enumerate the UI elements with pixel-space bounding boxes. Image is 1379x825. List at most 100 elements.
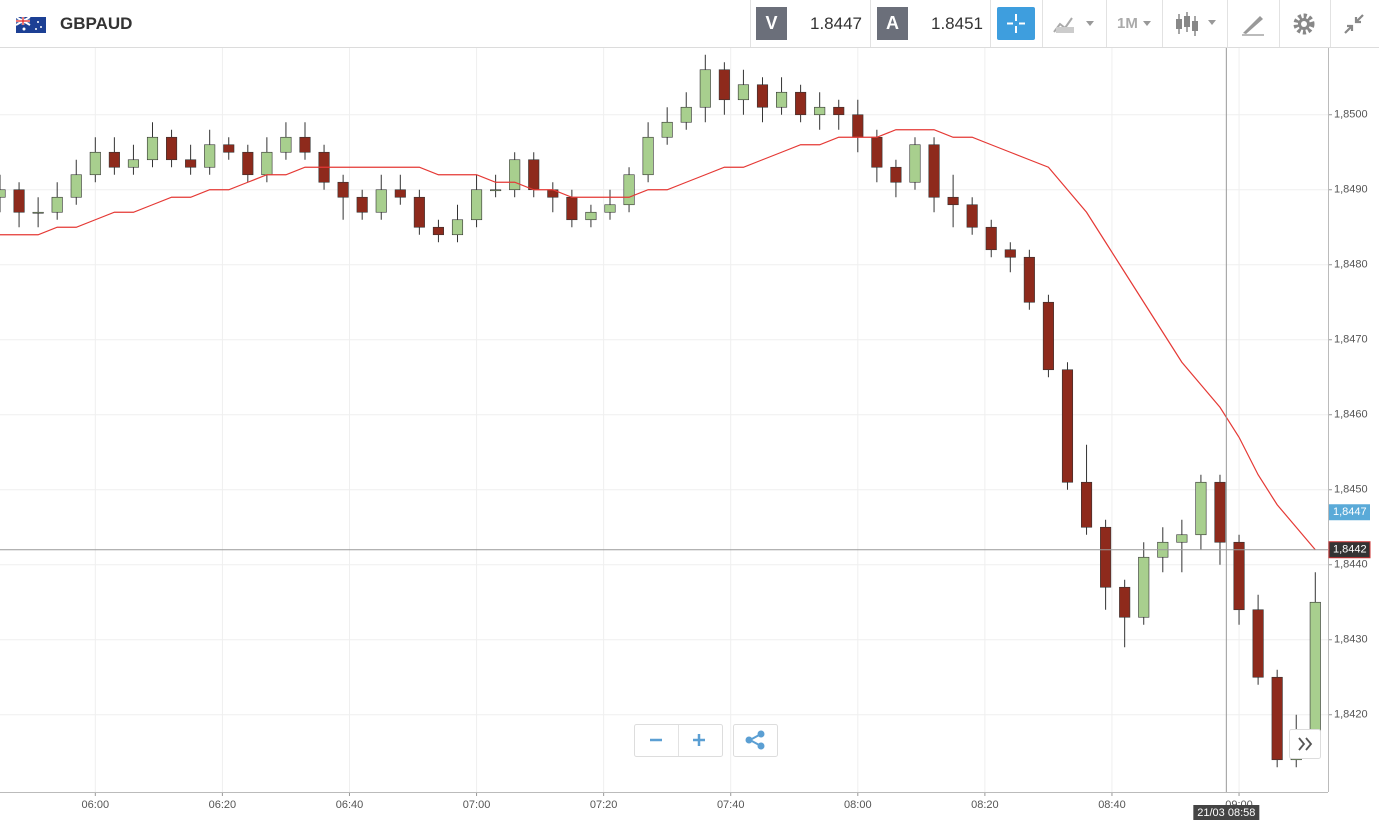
- candle-body: [32, 211, 44, 214]
- crosshair-price-label: 1,8442: [1333, 544, 1367, 556]
- drawing-button[interactable]: [1240, 12, 1266, 36]
- candle-body: [890, 166, 902, 183]
- ask-price[interactable]: 1.8451: [931, 14, 983, 33]
- candle-body: [661, 121, 673, 138]
- candle-body: [89, 151, 101, 176]
- candle-body: [490, 189, 502, 192]
- candle-body: [261, 151, 273, 176]
- timeframe-arrow[interactable]: [1142, 12, 1154, 36]
- candle-body: [1042, 301, 1054, 371]
- scroll-right-button[interactable]: [1289, 729, 1321, 759]
- candle-body: [623, 174, 635, 206]
- zoom-in-button[interactable]: [679, 725, 722, 756]
- x-tick-label: 06:40: [336, 799, 364, 811]
- x-tick-label: 06:20: [209, 799, 237, 811]
- y-tick-label: 1,8500: [1334, 109, 1368, 121]
- candle-body: [146, 136, 159, 161]
- candle-body: [471, 189, 483, 221]
- candle-body: [1061, 369, 1074, 483]
- candle-body: [394, 189, 406, 198]
- candle-body: [985, 226, 997, 251]
- y-tick-label: 1,8480: [1334, 259, 1368, 271]
- candle-body: [680, 106, 692, 123]
- symbol[interactable]: GBPAUD: [60, 14, 133, 33]
- candle-body: [108, 151, 120, 168]
- candle-body: [185, 159, 197, 168]
- candle-body: [737, 84, 749, 101]
- candle-body: [1214, 481, 1226, 543]
- candle-body: [127, 159, 139, 168]
- x-tick-label: 08:20: [971, 799, 999, 811]
- candle-body: [70, 174, 82, 198]
- candle-body: [299, 136, 311, 153]
- candle-body: [1138, 556, 1150, 618]
- share-button[interactable]: [733, 724, 778, 757]
- candle-body: [1100, 526, 1112, 588]
- candle-body: [947, 196, 959, 206]
- candle-body: [375, 189, 387, 213]
- candle-body: [451, 219, 464, 236]
- crosshair-time-label: 21/03 08:58: [1197, 807, 1255, 819]
- indicators-button[interactable]: [1052, 12, 1098, 36]
- bid-marker-label: 1,8447: [1333, 506, 1367, 518]
- bid-marker: [1329, 504, 1370, 521]
- candle-body: [585, 211, 597, 221]
- x-tick-label: 07:00: [463, 799, 491, 811]
- candle-body: [833, 106, 845, 116]
- candle-body: [1195, 481, 1207, 536]
- candle-body: [871, 136, 883, 168]
- y-tick-label: 1,8490: [1334, 184, 1368, 196]
- toolbar: GBPAUD V 1.8447 A 1.8451 1M: [0, 0, 1379, 48]
- y-tick-label: 1,8460: [1334, 409, 1368, 421]
- x-tick-label: 08:00: [844, 799, 872, 811]
- candle-body: [966, 204, 978, 228]
- candle-body: [0, 189, 6, 198]
- y-tick-label: 1,8440: [1334, 559, 1368, 571]
- candle-body: [604, 204, 616, 213]
- candle-body: [204, 144, 216, 168]
- settings-button[interactable]: [1292, 12, 1316, 36]
- chart-type-button[interactable]: [1174, 10, 1220, 38]
- candle-body: [51, 196, 63, 213]
- candle-body: [909, 144, 921, 183]
- candle-body: [242, 151, 254, 176]
- candle-body: [509, 159, 521, 191]
- x-tick-label: 06:00: [82, 799, 110, 811]
- candle-body: [852, 114, 864, 138]
- candle-body: [1271, 676, 1283, 761]
- flag-icon: [16, 17, 46, 33]
- candle-body: [1309, 601, 1321, 746]
- y-tick-label: 1,8430: [1334, 634, 1368, 646]
- candle-body: [776, 91, 788, 108]
- candle-body: [1081, 481, 1093, 528]
- candle-body: [13, 189, 25, 213]
- bid-price[interactable]: 1.8447: [810, 14, 862, 33]
- candle-body: [1023, 256, 1035, 303]
- bid-tag[interactable]: V: [756, 7, 787, 40]
- candle-body: [566, 196, 578, 221]
- crosshair-price-marker: [1328, 541, 1371, 559]
- collapse-button[interactable]: [1342, 12, 1366, 36]
- x-tick-label: 07:40: [717, 799, 745, 811]
- candle-body: [223, 144, 235, 153]
- x-tick-label: 08:40: [1098, 799, 1126, 811]
- ask-tag[interactable]: A: [877, 7, 908, 40]
- candle-body: [337, 181, 349, 198]
- candle-body: [1176, 534, 1188, 543]
- candle-body: [166, 136, 178, 161]
- timeframe-button[interactable]: 1M: [1117, 15, 1138, 32]
- candle-body: [699, 69, 711, 108]
- y-tick-label: 1,8470: [1334, 334, 1368, 346]
- candle-body: [928, 144, 940, 198]
- candle-body: [432, 226, 444, 236]
- y-tick-label: 1,8420: [1334, 709, 1368, 721]
- zoom-out-button[interactable]: [635, 725, 678, 756]
- x-tick-label: 07:20: [590, 799, 618, 811]
- crosshair-button[interactable]: [997, 7, 1035, 40]
- candle-body: [1252, 609, 1264, 678]
- candle-body: [1004, 249, 1016, 258]
- candle-body: [413, 196, 425, 228]
- crosshair-time-marker: [1193, 805, 1260, 820]
- moving-average-line: [0, 129, 1316, 551]
